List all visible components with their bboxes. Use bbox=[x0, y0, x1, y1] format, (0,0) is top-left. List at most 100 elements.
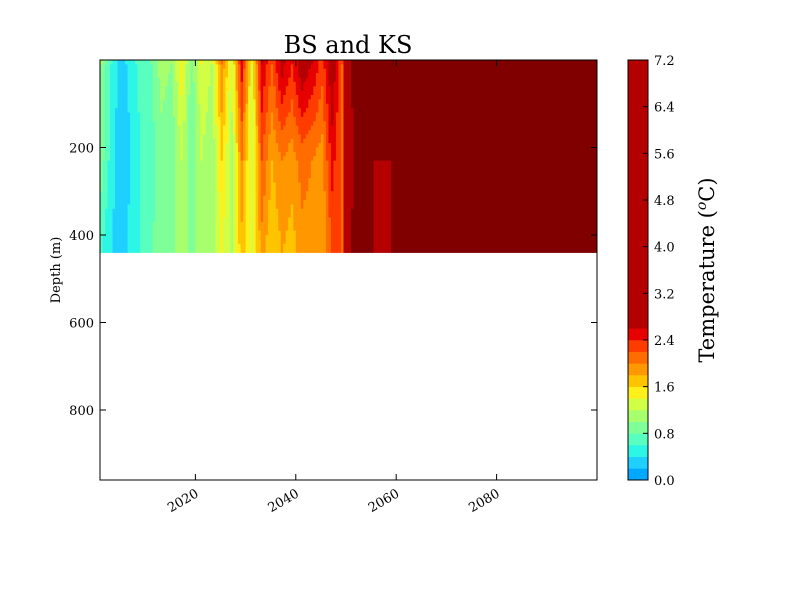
heatmap-cell bbox=[275, 204, 279, 210]
heatmap-cell bbox=[157, 213, 161, 218]
heatmap-cell bbox=[132, 108, 136, 113]
heatmap-cell bbox=[330, 68, 334, 74]
heatmap-cell bbox=[373, 90, 377, 96]
heatmap-cell bbox=[363, 99, 367, 105]
heatmap-cell bbox=[228, 60, 231, 65]
heatmap-cell bbox=[140, 99, 144, 105]
heatmap-cell bbox=[192, 81, 196, 87]
heatmap-cell bbox=[142, 77, 146, 83]
heatmap-cell bbox=[170, 103, 174, 109]
heatmap-cell bbox=[268, 248, 272, 253]
heatmap-cell bbox=[217, 200, 221, 205]
heatmap-cell bbox=[192, 239, 196, 245]
heatmap-cell bbox=[115, 64, 118, 70]
heatmap-cell bbox=[172, 95, 176, 100]
heatmap-cell bbox=[245, 213, 249, 218]
heatmap-cell bbox=[112, 99, 116, 105]
heatmap-cell bbox=[202, 226, 206, 232]
heatmap-cell bbox=[373, 230, 377, 236]
heatmap-cell bbox=[381, 130, 385, 135]
heatmap-cell bbox=[318, 90, 322, 96]
heatmap-cell bbox=[195, 156, 199, 162]
heatmap-cell bbox=[250, 95, 254, 100]
heatmap-cell bbox=[127, 213, 131, 218]
heatmap-cell bbox=[371, 182, 375, 188]
heatmap-cell bbox=[371, 221, 375, 227]
heatmap-cell bbox=[230, 134, 234, 140]
heatmap-cell bbox=[335, 243, 339, 249]
heatmap-cell bbox=[155, 221, 159, 227]
heatmap-cell bbox=[270, 230, 274, 236]
heatmap-cell bbox=[100, 173, 103, 179]
heatmap-cell bbox=[152, 178, 156, 183]
heatmap-cell bbox=[250, 130, 254, 135]
heatmap-cell bbox=[300, 230, 304, 236]
heatmap-cell bbox=[212, 221, 216, 227]
heatmap-cell bbox=[248, 95, 252, 100]
heatmap-cell bbox=[140, 60, 144, 65]
heatmap-cell bbox=[293, 160, 297, 166]
heatmap-cell bbox=[340, 230, 344, 236]
heatmap-cell bbox=[230, 217, 234, 223]
heatmap-cell bbox=[366, 143, 369, 148]
heatmap-cell bbox=[147, 130, 151, 135]
heatmap-cell bbox=[270, 239, 274, 245]
heatmap-cell bbox=[235, 230, 239, 236]
heatmap-cell bbox=[220, 173, 224, 179]
heatmap-cell bbox=[217, 165, 221, 170]
heatmap-cell bbox=[145, 248, 149, 253]
heatmap-cell bbox=[318, 112, 322, 118]
heatmap-cell bbox=[105, 81, 108, 87]
heatmap-cell bbox=[268, 143, 272, 148]
heatmap-cell bbox=[308, 226, 312, 232]
heatmap-cell bbox=[268, 226, 272, 232]
heatmap-cell bbox=[215, 160, 219, 166]
heatmap-cell bbox=[152, 248, 156, 253]
heatmap-cell bbox=[235, 68, 239, 74]
heatmap-cell bbox=[295, 130, 299, 135]
heatmap-cell bbox=[240, 103, 244, 109]
heatmap-cell bbox=[373, 204, 377, 210]
heatmap-cell bbox=[265, 186, 269, 192]
heatmap-cell bbox=[192, 213, 196, 218]
heatmap-cell bbox=[340, 151, 344, 157]
heatmap-cell bbox=[340, 125, 344, 131]
heatmap-cell bbox=[338, 204, 342, 210]
heatmap-cell bbox=[200, 134, 204, 140]
heatmap-cell bbox=[243, 208, 246, 214]
heatmap-cell bbox=[273, 138, 277, 144]
heatmap-cell bbox=[185, 243, 189, 249]
heatmap-cell bbox=[107, 103, 111, 109]
heatmap-cell bbox=[105, 165, 108, 170]
heatmap-cell bbox=[205, 121, 209, 127]
heatmap-cell bbox=[300, 64, 304, 70]
heatmap-cell bbox=[205, 64, 209, 70]
heatmap-cell bbox=[152, 60, 156, 65]
heatmap-cell bbox=[361, 125, 364, 131]
heatmap-cell bbox=[228, 213, 231, 218]
heatmap-cell bbox=[376, 191, 380, 197]
heatmap-cell bbox=[320, 125, 324, 131]
heatmap-cell bbox=[260, 134, 264, 140]
heatmap-cell bbox=[383, 121, 387, 127]
heatmap-cell bbox=[315, 99, 319, 105]
heatmap-cell bbox=[285, 73, 289, 78]
heatmap-cell bbox=[142, 248, 146, 253]
heatmap-cell bbox=[351, 147, 354, 153]
heatmap-cell bbox=[130, 99, 134, 105]
heatmap-cell bbox=[238, 248, 241, 253]
heatmap-cell bbox=[225, 217, 229, 223]
heatmap-cell bbox=[135, 99, 139, 105]
heatmap-cell bbox=[195, 90, 199, 96]
heatmap-cell bbox=[243, 191, 246, 197]
heatmap-cell bbox=[110, 121, 113, 127]
heatmap-cell bbox=[225, 221, 229, 227]
heatmap-cell bbox=[202, 90, 206, 96]
heatmap-cell bbox=[122, 99, 126, 105]
heatmap-cell bbox=[210, 151, 214, 157]
heatmap-cell bbox=[150, 103, 154, 109]
heatmap-cell bbox=[180, 239, 184, 245]
heatmap-cell bbox=[358, 121, 362, 127]
heatmap-cell bbox=[273, 112, 277, 118]
heatmap-cell bbox=[185, 134, 189, 140]
